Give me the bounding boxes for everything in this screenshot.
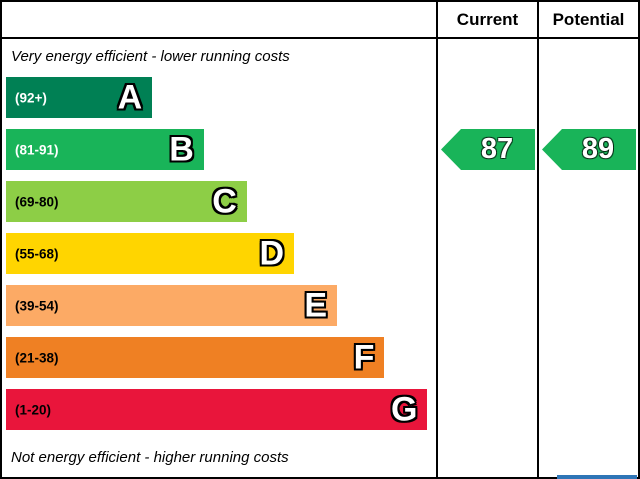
band-list: (92+) A (81-91) B (69-80) C (55-68) D (3… (2, 77, 436, 430)
band-range-label: (1-20) (15, 402, 52, 417)
band-bar: (92+) A (6, 77, 153, 118)
bottom-caption: Not energy efficient - higher running co… (11, 449, 289, 466)
band-range-label: (92+) (15, 90, 47, 105)
band-range-label: (81-91) (15, 142, 59, 157)
band-range-label: (69-80) (15, 194, 59, 209)
band-range-label: (21-38) (15, 350, 59, 365)
potential-column-header: Potential (537, 2, 638, 39)
band-letter: E (304, 285, 328, 324)
current-rating-column: 87 (436, 39, 537, 477)
current-label: Current (456, 9, 519, 29)
top-caption: Very energy efficient - lower running co… (11, 48, 290, 65)
chart-body-row: Very energy efficient - lower running co… (2, 39, 638, 477)
current-column-header: Current (436, 2, 537, 39)
band-range-label: (55-68) (15, 246, 59, 261)
cutoff-box-top-edge (557, 475, 637, 479)
band-letter: C (212, 181, 237, 220)
potential-rating-column: 89 (537, 39, 638, 477)
band-row: (81-91) B (6, 129, 436, 170)
potential-rating-arrow: 89 (542, 129, 636, 170)
band-bar: (69-80) C (6, 181, 247, 222)
potential-label: Potential (552, 9, 625, 29)
band-bar: (55-68) D (6, 233, 295, 274)
header-spacer-cell (2, 2, 436, 39)
band-bar: (39-54) E (6, 285, 338, 326)
band-row: (55-68) D (6, 233, 436, 274)
current-rating-value: 87 (480, 133, 514, 165)
band-row: (69-80) C (6, 181, 436, 222)
band-letter: F (353, 337, 375, 376)
band-letter: G (390, 389, 418, 428)
potential-rating-value: 89 (581, 133, 615, 165)
band-row: (21-38) F (6, 337, 436, 378)
rating-scale-column: Very energy efficient - lower running co… (2, 39, 436, 477)
band-bar: (21-38) F (6, 337, 385, 378)
band-bar: (81-91) B (6, 129, 204, 170)
band-range-label: (39-54) (15, 298, 59, 313)
band-letter: D (259, 233, 285, 272)
chart-header-row: Current Potential (2, 2, 638, 39)
band-letter: B (169, 129, 194, 168)
current-rating-arrow: 87 (441, 129, 535, 170)
band-letter: A (117, 77, 143, 116)
band-bar: (1-20) G (6, 389, 428, 430)
band-row: (92+) A (6, 77, 436, 118)
band-row: (1-20) G (6, 389, 436, 430)
band-row: (39-54) E (6, 285, 436, 326)
